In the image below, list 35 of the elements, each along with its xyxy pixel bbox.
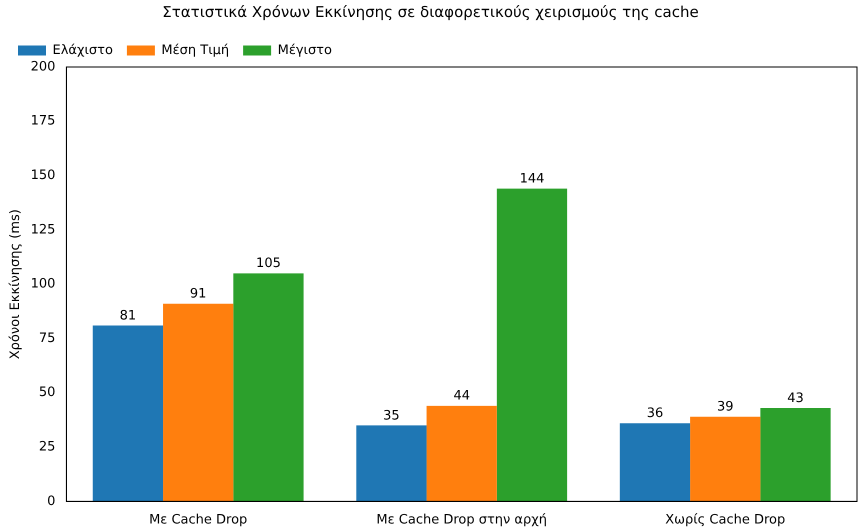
data-label: 44 — [453, 388, 470, 404]
y-tick-label: 150 — [30, 168, 56, 183]
bar — [356, 425, 427, 502]
bar — [92, 325, 164, 502]
y-tick-label: 175 — [30, 114, 56, 129]
data-label: 144 — [520, 172, 544, 187]
bar — [233, 273, 304, 502]
x-tick-label: Με Cache Drop — [149, 512, 248, 528]
y-tick-label: 50 — [38, 385, 56, 400]
data-label: 35 — [383, 408, 400, 424]
x-tick-label: Με Cache Drop στην αρχή — [376, 512, 548, 528]
data-label: 39 — [716, 400, 734, 415]
y-axis-title: Χρόνοι Εκκίνησης (ms) — [8, 209, 24, 360]
legend-label: Ελάχιστο — [52, 42, 113, 58]
bar — [760, 408, 831, 502]
data-label: 91 — [190, 286, 206, 302]
data-label: 43 — [787, 390, 804, 406]
bar — [620, 423, 690, 502]
y-tick-label: 25 — [38, 439, 56, 454]
x-tick-label: Χωρίς Cache Drop — [665, 512, 786, 528]
chart-title: Στατιστικά Χρόνων Εκκίνησης σε διαφορετικούς χειρισμούς της cache — [162, 2, 699, 21]
bar — [690, 416, 760, 502]
y-tick-label: 125 — [30, 222, 56, 238]
bar — [496, 188, 568, 502]
y-tick-label: 0 — [47, 494, 56, 509]
legend-label: Μέση Τιμή — [161, 42, 230, 58]
bar — [426, 406, 497, 502]
legend-label: Μέγιστο — [278, 42, 332, 58]
y-tick-label: 100 — [30, 276, 56, 292]
y-tick-label: 75 — [38, 330, 56, 346]
y-tick-label: 200 — [30, 59, 56, 74]
data-label: 105 — [256, 256, 281, 272]
bar — [163, 304, 234, 502]
data-label: 36 — [646, 406, 664, 422]
data-label: 81 — [120, 308, 136, 324]
